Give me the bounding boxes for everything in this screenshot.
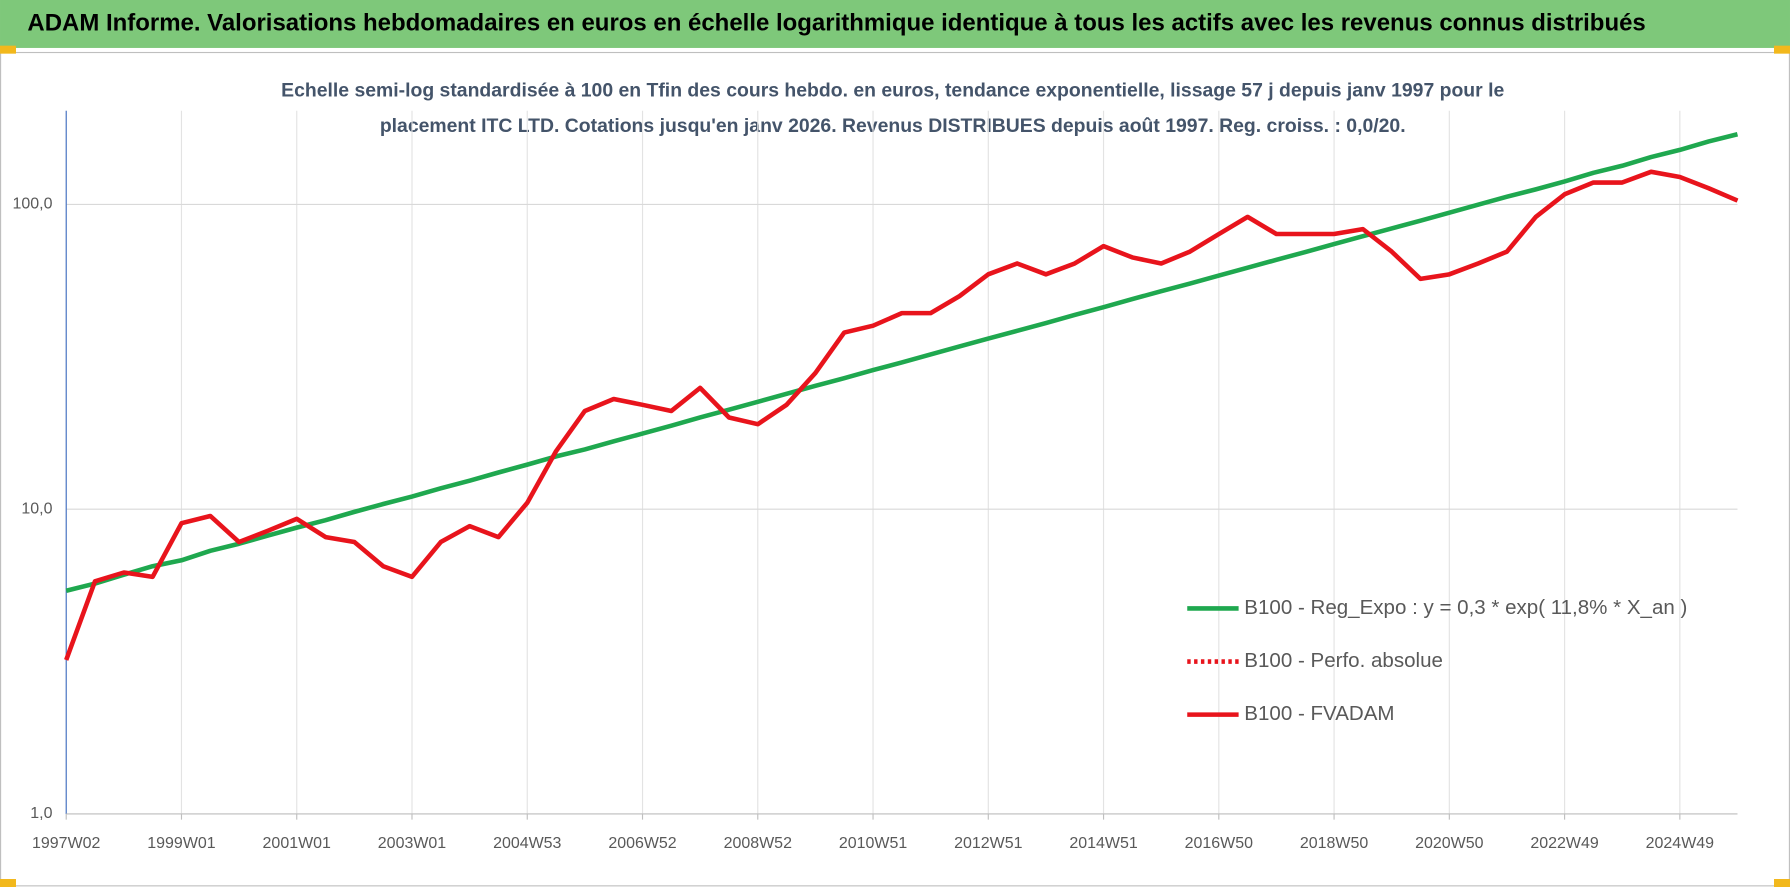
x-tick-label: 2020W50 [1415,835,1483,852]
handle [1774,879,1790,887]
y-tick-label: 100,0 [13,196,53,213]
x-tick-label: 2024W49 [1646,835,1714,852]
title-bar [0,0,1790,48]
series-line [64,169,1739,661]
x-tick-label: 2001W01 [263,835,331,852]
legend-label: B100 - Reg_Expo : y = 0,3 * exp( 11,8% *… [1244,596,1687,619]
x-tick-label: 2004W53 [493,835,561,852]
handle [0,45,16,54]
x-tick-label: 2012W51 [954,835,1022,852]
legend-label: B100 - FVADAM [1244,702,1394,725]
chart-subtitle: Echelle semi-log standardisée à 100 en T… [281,79,1504,101]
x-tick-label: 2003W01 [378,835,446,852]
x-tick-label: 2006W52 [608,835,676,852]
y-tick-label: 10,0 [21,500,52,517]
handle [0,879,16,887]
x-tick-label: 2016W50 [1185,835,1253,852]
x-tick-label: 2022W49 [1530,835,1598,852]
x-tick-label: 2010W51 [839,835,907,852]
chart-subtitle: placement ITC LTD. Cotations jusqu'en ja… [380,115,1406,137]
x-tick-label: 2008W52 [724,835,792,852]
x-tick-label: 1997W02 [32,835,100,852]
frame [0,51,1790,887]
series-line [65,132,1739,593]
x-tick-label: 1999W01 [147,835,215,852]
handle [1774,45,1790,54]
legend-label: B100 - Perfo. absolue [1244,649,1443,672]
chart-title: ADAM Informe. Valorisations hebdomadaire… [27,9,1645,36]
x-tick-label: 2018W50 [1300,835,1368,852]
y-tick-label: 1,0 [30,805,52,822]
x-tick-label: 2014W51 [1069,835,1137,852]
